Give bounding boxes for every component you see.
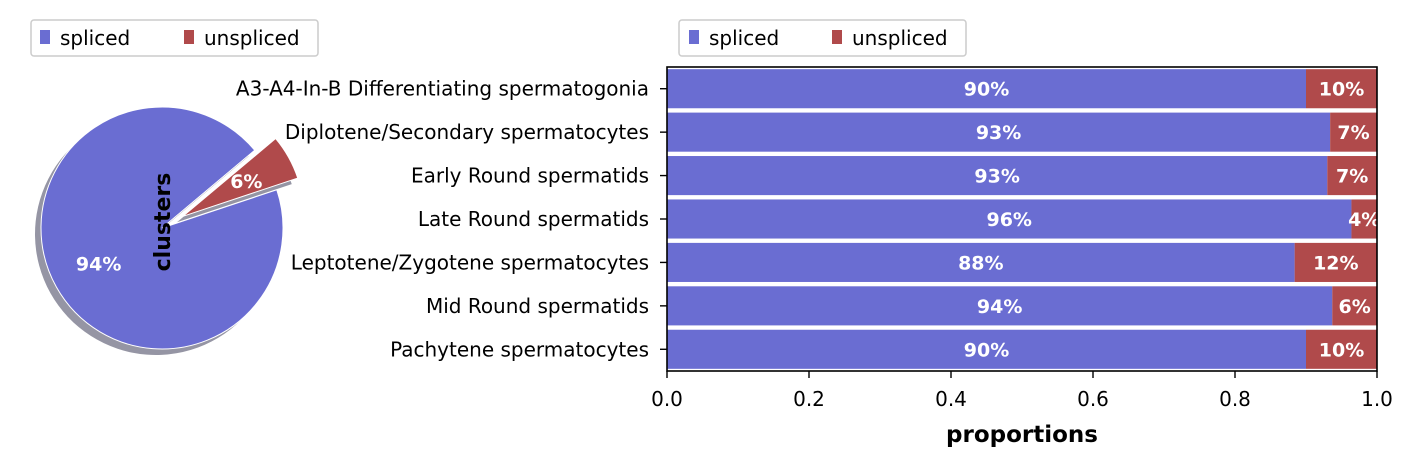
bar-body: 90% 10% A3-A4-In-B Differentiating spermat… bbox=[236, 69, 1393, 411]
bar-label-unspliced: 12% bbox=[1313, 252, 1358, 274]
bar-legend-label-spliced: spliced bbox=[709, 26, 779, 50]
pie-slice-label-unspliced: 6% bbox=[230, 171, 262, 193]
bar-label-spliced: 90% bbox=[964, 79, 1009, 101]
y-tick-label: Diplotene/Secondary spermatocytes bbox=[285, 120, 649, 144]
y-tick-label: Early Round spermatids bbox=[411, 164, 649, 188]
x-tick-label: 0.0 bbox=[651, 387, 683, 411]
pie-slice-unspliced bbox=[182, 137, 299, 217]
pie-slice-spliced bbox=[40, 106, 284, 350]
y-tick-label: Leptotene/Zygotene spermatocytes bbox=[291, 250, 649, 274]
bar-unspliced bbox=[1330, 112, 1377, 152]
x-tick-label: 0.2 bbox=[793, 387, 825, 411]
x-tick-label: 0.4 bbox=[935, 387, 967, 411]
bar-legend-swatch-spliced bbox=[689, 30, 699, 44]
bar-label-spliced: 93% bbox=[976, 122, 1021, 144]
bar-label-spliced: 93% bbox=[974, 166, 1019, 188]
pie-legend: spliced unspliced bbox=[30, 19, 319, 57]
bar-label-unspliced: 6% bbox=[1339, 296, 1371, 318]
pie-body: 94% 6% bbox=[34, 106, 299, 355]
bar-legend: spliced unspliced bbox=[678, 19, 967, 57]
bar-spliced bbox=[667, 286, 1333, 326]
bar-unspliced bbox=[1332, 286, 1377, 326]
bar-spliced bbox=[667, 199, 1352, 239]
bar-spliced bbox=[667, 112, 1331, 152]
bar-chart: spliced unspliced 90% 10% A3-A4-In-B Diffe… bbox=[236, 19, 1393, 448]
bar-unspliced bbox=[1306, 329, 1377, 369]
pie-slice-label-spliced: 94% bbox=[76, 253, 121, 275]
y-tick-label: Pachytene spermatocytes bbox=[390, 337, 649, 361]
x-tick-label: 0.6 bbox=[1077, 387, 1109, 411]
bar-spliced bbox=[667, 329, 1306, 369]
pie-legend-swatch-unspliced bbox=[184, 30, 194, 44]
y-tick-label: Late Round spermatids bbox=[418, 207, 649, 231]
bar-legend-frame bbox=[678, 19, 967, 57]
bar-legend-swatch-unspliced bbox=[832, 30, 842, 44]
bar-unspliced bbox=[1327, 156, 1377, 196]
bar-label-spliced: 94% bbox=[977, 296, 1022, 318]
bar-label-spliced: 96% bbox=[986, 209, 1031, 231]
bar-label-unspliced: 4% bbox=[1348, 209, 1380, 231]
pie-legend-frame bbox=[30, 19, 319, 57]
x-tick-label: 0.8 bbox=[1219, 387, 1251, 411]
pie-legend-swatch-spliced bbox=[40, 30, 50, 44]
bar-spliced bbox=[667, 69, 1306, 109]
bar-unspliced bbox=[1306, 69, 1377, 109]
pie-legend-label-unspliced: unspliced bbox=[204, 26, 300, 50]
bar-unspliced bbox=[1351, 199, 1377, 239]
x-tick-label: 1.0 bbox=[1361, 387, 1393, 411]
y-tick-label: A3-A4-In-B Differentiating spermatogonia bbox=[236, 77, 649, 101]
y-tick-label: Mid Round spermatids bbox=[426, 294, 649, 318]
bar-label-spliced: 88% bbox=[958, 252, 1003, 274]
bar-axes-frame bbox=[666, 66, 1378, 372]
bar-label-unspliced: 7% bbox=[1336, 166, 1368, 188]
bar-legend-label-unspliced: unspliced bbox=[852, 26, 948, 50]
bar-unspliced bbox=[1294, 242, 1377, 282]
bar-xlabel: proportions bbox=[946, 422, 1098, 448]
pie-legend-label-spliced: spliced bbox=[60, 26, 130, 50]
bar-label-unspliced: 10% bbox=[1319, 79, 1364, 101]
bar-label-unspliced: 10% bbox=[1319, 339, 1364, 361]
bar-spliced bbox=[667, 156, 1328, 196]
pie-ylabel: clusters bbox=[151, 173, 176, 272]
pie-chart: spliced unspliced 94% 6% clusters bbox=[30, 19, 319, 355]
bar-label-unspliced: 7% bbox=[1337, 122, 1369, 144]
bar-spliced bbox=[667, 242, 1295, 282]
bar-label-spliced: 90% bbox=[964, 339, 1009, 361]
